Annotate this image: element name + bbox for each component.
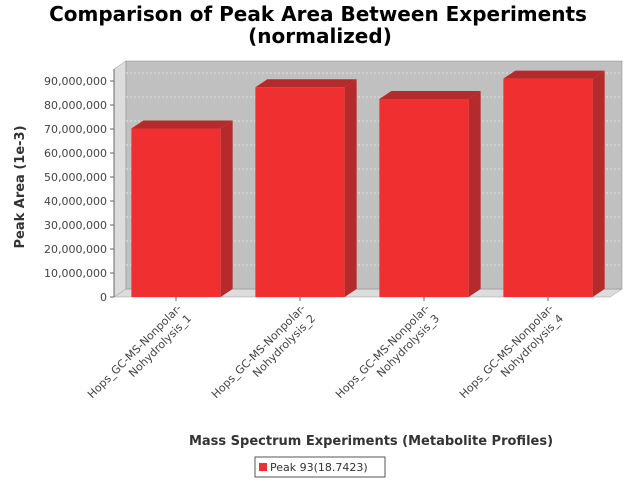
- y-tick-label: 10,000,000: [44, 267, 107, 280]
- y-axis: 0 10,000,000 20,000,000 30,000,000 40,000,00…: [44, 69, 115, 304]
- bar-side: [592, 70, 605, 297]
- bar: [255, 79, 357, 298]
- bar-front: [131, 128, 221, 297]
- x-axis-title: Mass Spectrum Experiments (Metabolite Pr…: [189, 434, 553, 449]
- y-tick-label: 20,000,000: [44, 243, 107, 256]
- y-tick-label: 50,000,000: [44, 171, 107, 184]
- x-tick-label: Hops_GC-MS-Nonpolar-: [209, 302, 308, 401]
- bar-top: [503, 70, 605, 79]
- y-tick-label: 90,000,000: [44, 75, 107, 88]
- legend: Peak 93(18.7423): [254, 456, 386, 478]
- bar-side: [344, 79, 357, 298]
- x-tick-label: Hops_GC-MS-Nonpolar-: [457, 302, 556, 401]
- chart-title-line-1: Comparison of Peak Area Between Experime…: [49, 2, 587, 26]
- bar-front: [503, 78, 593, 297]
- legend-swatch: [259, 463, 267, 471]
- bar-side: [220, 120, 233, 298]
- bar: [131, 120, 233, 298]
- bar-side: [468, 91, 481, 297]
- bar-top: [131, 120, 233, 129]
- plot-side-wall: [113, 60, 127, 298]
- legend-box: [254, 456, 386, 478]
- y-tick-label: 30,000,000: [44, 219, 107, 232]
- bar-top: [379, 91, 481, 99]
- y-tick-label: 80,000,000: [44, 99, 107, 112]
- chart-title-line-2: (normalized): [248, 24, 392, 48]
- bar: [503, 70, 605, 297]
- x-axis: Hops_GC-MS-Nonpolar-Nohydrolysis_1 Hops_G…: [85, 297, 566, 401]
- x-tick-label: Hops_GC-MS-Nonpolar-: [85, 302, 184, 401]
- y-tick-label: 40,000,000: [44, 195, 107, 208]
- legend-item-label: Peak 93(18.7423): [270, 461, 368, 474]
- bar: [379, 91, 481, 297]
- bars: [131, 70, 605, 298]
- y-tick-label: 70,000,000: [44, 123, 107, 136]
- x-tick-label: Hops_GC-MS-Nonpolar-: [333, 302, 432, 401]
- bar-front: [379, 99, 469, 297]
- bar-top: [255, 79, 357, 88]
- bar-front: [255, 87, 345, 298]
- y-tick-label: 0: [100, 291, 107, 304]
- y-axis-title: Peak Area (1e-3): [13, 125, 28, 248]
- y-tick-label: 60,000,000: [44, 147, 107, 160]
